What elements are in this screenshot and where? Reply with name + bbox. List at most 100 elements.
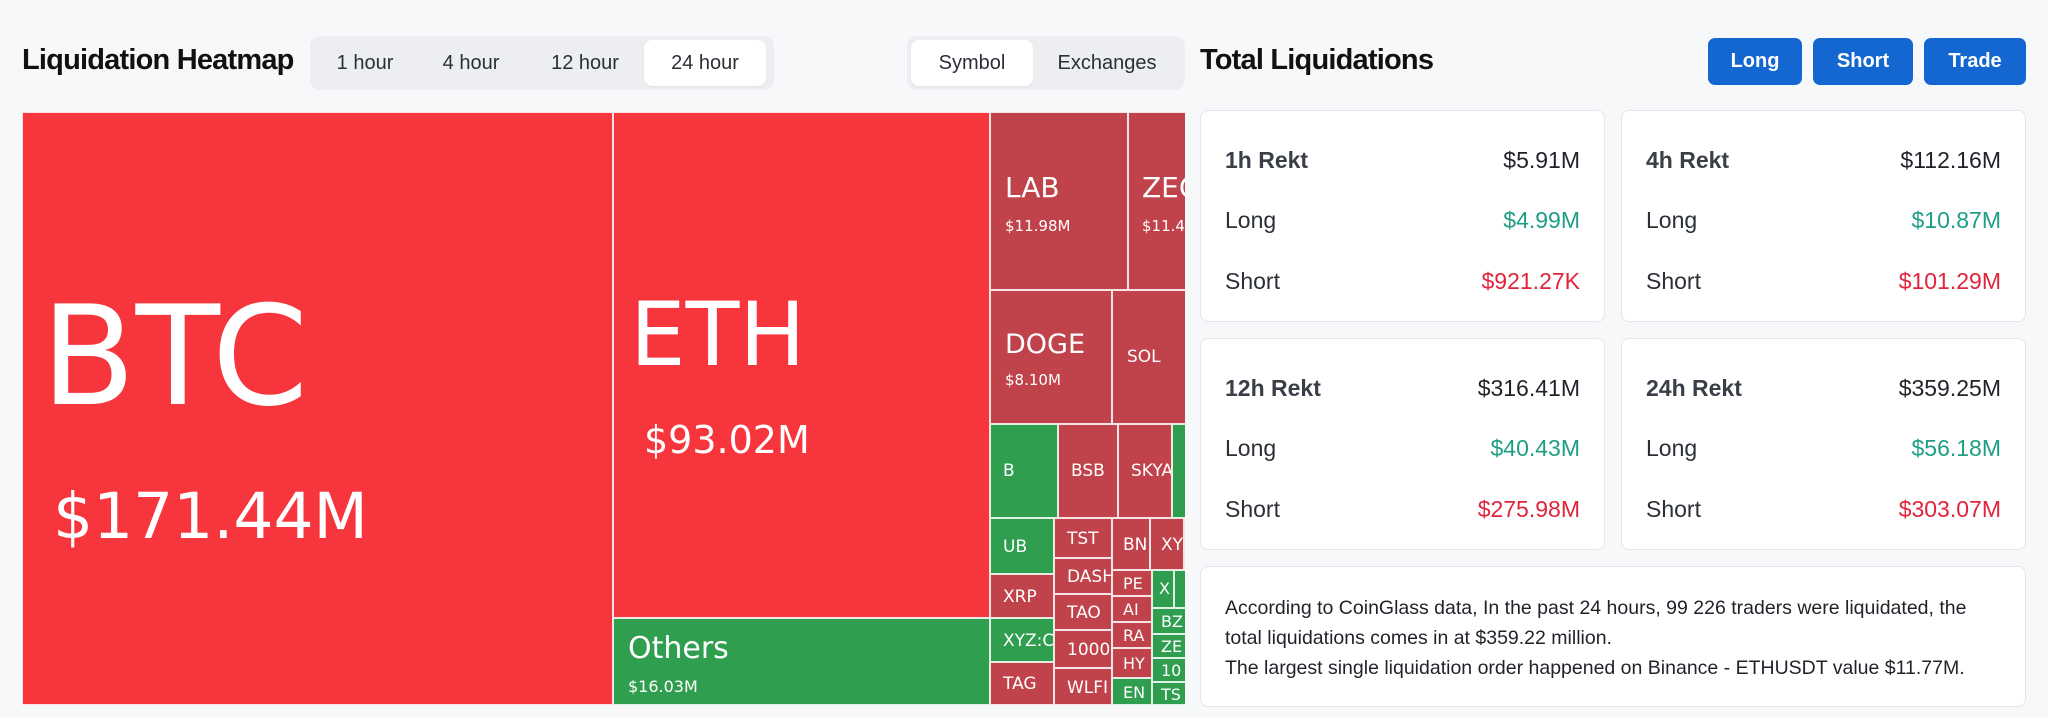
heatmap-title: Liquidation Heatmap: [22, 44, 294, 76]
heatmap-tile-ub[interactable]: UB: [990, 518, 1054, 574]
tile-symbol: ZEC: [1142, 171, 1185, 204]
tile-value: $11.4: [1142, 217, 1185, 235]
short-label: Short: [1646, 268, 1701, 294]
heatmap-tile-en[interactable]: EN: [1112, 678, 1152, 705]
tile-symbol: ETH: [630, 283, 806, 386]
long-value: $40.43M: [1490, 435, 1580, 461]
card-title: 1h Rekt: [1225, 147, 1309, 173]
heatmap-tile-sky[interactable]: SKYA: [1118, 424, 1172, 518]
heatmap-tile-bsb[interactable]: BSB: [1058, 424, 1118, 518]
heatmap-tile-1000[interactable]: 1000: [1054, 630, 1112, 668]
heatmap-tile-tao[interactable]: TAO: [1054, 594, 1112, 630]
heatmap-tile-sol[interactable]: SOL: [1112, 290, 1185, 424]
heatmap-tile-misc-2[interactable]: [1184, 518, 1185, 570]
tab-24-hour[interactable]: 24 hour: [644, 40, 766, 86]
view-tabs: Symbol Exchanges: [907, 36, 1185, 90]
heatmap-tile-zec[interactable]: ZEC $11.4: [1128, 112, 1185, 290]
heatmap-tile-btc[interactable]: BTC $171.44M: [22, 112, 613, 705]
long-value: $56.18M: [1911, 435, 2001, 461]
heatmap-tile-xy[interactable]: XY: [1150, 518, 1184, 570]
tile-symbol: TS: [1161, 685, 1181, 704]
tile-symbol: TAO: [1067, 603, 1101, 623]
card-title: 24h Rekt: [1646, 375, 1742, 401]
tile-value: $93.02M: [644, 418, 810, 462]
heatmap-tile-dash[interactable]: DASH: [1054, 558, 1112, 594]
card-total: $112.16M: [1900, 147, 2001, 173]
summary-line-1: According to CoinGlass data, In the past…: [1225, 597, 1967, 649]
tab-1-hour[interactable]: 1 hour: [336, 51, 394, 74]
tab-4-hour[interactable]: 4 hour: [442, 51, 500, 74]
heatmap-tile-b[interactable]: B: [990, 424, 1058, 518]
heatmap-tile-ze[interactable]: ZE: [1152, 634, 1185, 658]
heatmap-tile-x[interactable]: X: [1152, 570, 1174, 608]
tile-symbol: X: [1159, 579, 1170, 598]
heatmap-tile-pe[interactable]: PE: [1112, 570, 1152, 596]
heatmap-tile-xrp[interactable]: XRP: [990, 574, 1054, 618]
card-12h-rekt: 12h Rekt $316.41M Long $40.43M Short $275.9…: [1200, 338, 1605, 550]
heatmap-tile-ai[interactable]: AI: [1112, 596, 1152, 622]
heatmap-tile-hy[interactable]: HY: [1112, 648, 1152, 678]
tab-exchanges[interactable]: Exchanges: [1057, 51, 1157, 74]
heatmap-tile-others[interactable]: Others $16.03M: [613, 618, 990, 705]
tab-symbol[interactable]: Symbol: [911, 40, 1033, 86]
heatmap-tile-ts[interactable]: TS: [1152, 682, 1185, 705]
tile-symbol: ZE: [1161, 637, 1183, 656]
tile-symbol: DOGE: [1005, 329, 1086, 360]
long-value: $10.87M: [1911, 207, 2001, 233]
tile-value: $171.44M: [53, 480, 368, 553]
heatmap-tile-tst[interactable]: TST: [1054, 518, 1112, 558]
short-button[interactable]: Short: [1813, 38, 1913, 85]
heatmap-tile-ra[interactable]: RA: [1112, 622, 1152, 648]
heatmap-tile-bz[interactable]: BZ: [1152, 608, 1185, 634]
card-total: $359.25M: [1898, 375, 2001, 401]
long-label: Long: [1225, 207, 1277, 233]
trade-button[interactable]: Trade: [1924, 38, 2026, 85]
heatmap-tile-bn[interactable]: BN: [1112, 518, 1150, 570]
tile-symbol: XYZ:C: [1003, 631, 1054, 651]
tile-symbol: SOL: [1127, 347, 1161, 367]
long-label: Long: [1646, 435, 1698, 461]
card-title: 12h Rekt: [1225, 375, 1321, 401]
card-total: $5.91M: [1503, 147, 1580, 173]
tile-symbol: HY: [1123, 654, 1145, 673]
long-button[interactable]: Long: [1708, 38, 1802, 85]
heatmap-tile-eth[interactable]: ETH $93.02M: [613, 112, 990, 618]
tile-value: $8.10M: [1005, 371, 1061, 389]
card-title: 4h Rekt: [1646, 147, 1730, 173]
tile-symbol: BZ: [1161, 612, 1183, 631]
tile-symbol: BSB: [1071, 461, 1105, 481]
heatmap-tile-xyzc[interactable]: XYZ:C: [990, 618, 1054, 662]
tile-symbol: AI: [1123, 600, 1139, 619]
short-value: $921.27K: [1481, 268, 1580, 294]
tile-symbol: RA: [1123, 626, 1145, 645]
short-label: Short: [1225, 268, 1280, 294]
tile-symbol: SKYA: [1131, 461, 1172, 481]
card-4h-rekt: 4h Rekt $112.16M Long $10.87M Short $101.29…: [1621, 110, 2026, 322]
tile-value: $16.03M: [628, 677, 698, 696]
tile-symbol: XRP: [1003, 587, 1037, 607]
liquidation-summary: According to CoinGlass data, In the past…: [1200, 566, 2026, 707]
tile-symbol: DASH: [1067, 567, 1112, 587]
short-label: Short: [1646, 496, 1701, 522]
tile-value: $11.98M: [1005, 217, 1071, 235]
heatmap-tile-misc-3[interactable]: [1174, 570, 1185, 608]
heatmap-tile-wlfi[interactable]: WLFI: [1054, 668, 1112, 705]
tab-12-hour[interactable]: 12 hour: [551, 51, 619, 74]
tile-symbol: BTC: [41, 276, 309, 437]
liquidation-heatmap: BTC $171.44M ETH $93.02M Others $16.03M …: [22, 112, 1185, 705]
short-value: $275.98M: [1477, 496, 1580, 522]
heatmap-tile-10[interactable]: 10: [1152, 658, 1185, 682]
tile-symbol: BN: [1123, 535, 1148, 555]
heatmap-tile-tag[interactable]: TAG: [990, 662, 1054, 705]
tile-symbol: PE: [1123, 574, 1143, 593]
tile-symbol: TAG: [1003, 674, 1037, 694]
tile-symbol: Others: [628, 631, 729, 666]
long-label: Long: [1646, 207, 1698, 233]
heatmap-tile-lab[interactable]: LAB $11.98M: [990, 112, 1128, 290]
card-total: $316.41M: [1477, 375, 1580, 401]
heatmap-tile-doge[interactable]: DOGE $8.10M: [990, 290, 1112, 424]
total-liquidations-title: Total Liquidations: [1200, 44, 1434, 76]
card-24h-rekt: 24h Rekt $359.25M Long $56.18M Short $303.0…: [1621, 338, 2026, 550]
long-value: $4.99M: [1503, 207, 1580, 233]
heatmap-tile-misc-1[interactable]: [1172, 424, 1185, 518]
